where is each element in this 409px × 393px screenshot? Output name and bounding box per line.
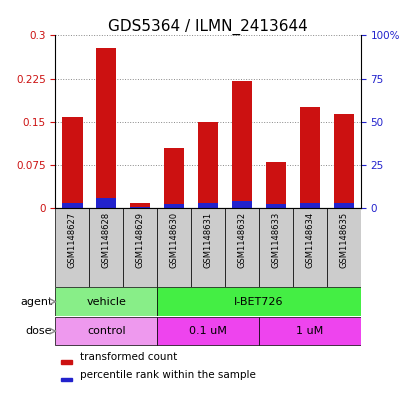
Bar — [157, 287, 360, 316]
Bar — [62, 117, 82, 208]
Bar — [55, 208, 89, 287]
Bar — [62, 202, 82, 208]
Bar — [89, 208, 123, 287]
Text: GSM1148629: GSM1148629 — [135, 212, 144, 268]
Bar — [130, 202, 150, 208]
Bar — [157, 317, 258, 345]
Text: GSM1148630: GSM1148630 — [169, 212, 178, 268]
Bar — [292, 208, 326, 287]
Bar — [198, 122, 218, 208]
Text: GSM1148634: GSM1148634 — [305, 212, 314, 268]
Text: GSM1148628: GSM1148628 — [101, 212, 110, 268]
Bar — [326, 208, 360, 287]
Bar — [61, 360, 72, 364]
Text: GSM1148631: GSM1148631 — [203, 212, 212, 268]
Bar — [164, 204, 184, 208]
Bar — [231, 81, 252, 208]
Bar — [130, 207, 150, 208]
Text: GSM1148627: GSM1148627 — [67, 212, 76, 268]
Text: 1 uM: 1 uM — [296, 326, 323, 336]
Bar — [258, 208, 292, 287]
Bar — [96, 198, 116, 208]
Bar — [299, 107, 319, 208]
Text: GSM1148635: GSM1148635 — [339, 212, 348, 268]
Bar — [157, 208, 191, 287]
Text: agent: agent — [20, 297, 52, 307]
Bar — [258, 317, 360, 345]
Text: vehicle: vehicle — [86, 297, 126, 307]
Text: GSM1148633: GSM1148633 — [271, 212, 280, 268]
Text: percentile rank within the sample: percentile rank within the sample — [80, 369, 255, 380]
Bar — [231, 201, 252, 208]
Bar — [198, 202, 218, 208]
Bar — [333, 114, 353, 208]
Bar — [299, 202, 319, 208]
Bar — [164, 148, 184, 208]
Title: GDS5364 / ILMN_2413644: GDS5364 / ILMN_2413644 — [108, 19, 307, 35]
Bar — [61, 378, 72, 381]
Bar — [55, 287, 157, 316]
Text: GSM1148632: GSM1148632 — [237, 212, 246, 268]
Text: dose: dose — [26, 326, 52, 336]
Text: I-BET726: I-BET726 — [234, 297, 283, 307]
Text: 0.1 uM: 0.1 uM — [189, 326, 227, 336]
Bar — [55, 317, 157, 345]
Bar — [96, 48, 116, 208]
Bar — [333, 202, 353, 208]
Bar — [265, 204, 285, 208]
Text: control: control — [87, 326, 125, 336]
Bar — [225, 208, 258, 287]
Bar — [265, 162, 285, 208]
Bar — [191, 208, 225, 287]
Bar — [123, 208, 157, 287]
Text: transformed count: transformed count — [80, 352, 177, 362]
